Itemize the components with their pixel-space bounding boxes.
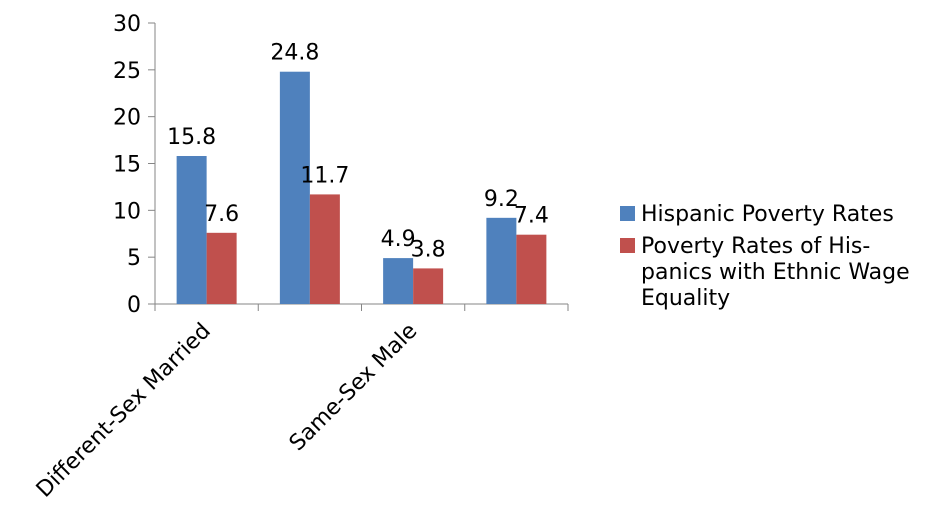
chart-data-labels: 15.8 24.8 4.9 9.2 7.6 11.7 3.8 7.4 [167, 41, 549, 263]
bar [413, 268, 444, 304]
data-label: 9.2 [484, 187, 519, 212]
y-tick-label: 10 [113, 199, 141, 224]
x-category-label: Same-Sex Male [285, 319, 423, 457]
legend-label: panics with Ethnic Wage [641, 260, 910, 285]
bar [309, 194, 340, 304]
data-label: 7.6 [204, 202, 239, 227]
chart-bars [176, 71, 547, 304]
data-label: 15.8 [167, 125, 216, 150]
bar [176, 156, 207, 304]
data-label: 7.4 [514, 204, 549, 229]
legend-label: Hispanic Poverty Rates [641, 202, 894, 227]
y-tick-label: 20 [113, 106, 141, 131]
bar [516, 234, 547, 304]
legend-swatch [620, 206, 635, 221]
legend-swatch [620, 238, 635, 253]
bar [279, 71, 310, 304]
data-label: 24.8 [270, 41, 319, 66]
bar [383, 258, 414, 304]
data-label: 4.9 [381, 227, 416, 252]
chart-legend: Hispanic Poverty Rates Poverty Rates of H… [620, 202, 910, 311]
data-label: 3.8 [411, 237, 446, 262]
y-tick-label: 5 [127, 246, 141, 271]
x-category-label: Different-Sex Married [32, 319, 216, 503]
y-tick-label: 30 [113, 12, 141, 37]
y-tick-label: 15 [113, 153, 141, 178]
legend-label: Poverty Rates of His- [641, 234, 870, 259]
bar [486, 217, 517, 304]
data-label: 11.7 [300, 163, 349, 188]
bar [206, 232, 237, 304]
legend-label: Equality [641, 286, 730, 311]
y-tick-label: 25 [113, 59, 141, 84]
y-tick-label: 0 [127, 293, 141, 318]
